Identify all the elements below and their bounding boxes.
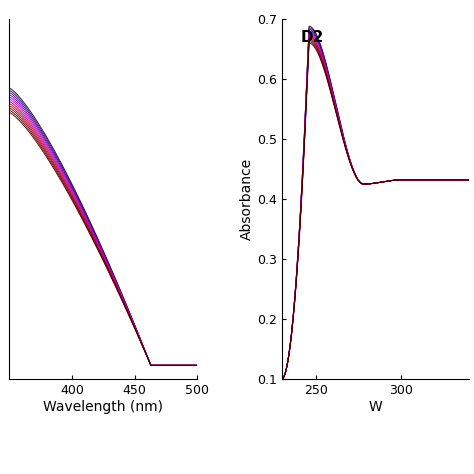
X-axis label: Wavelength (nm): Wavelength (nm) [43,400,164,414]
X-axis label: W: W [369,400,383,414]
Text: D2: D2 [301,30,324,45]
Y-axis label: Absorbance: Absorbance [240,158,254,240]
